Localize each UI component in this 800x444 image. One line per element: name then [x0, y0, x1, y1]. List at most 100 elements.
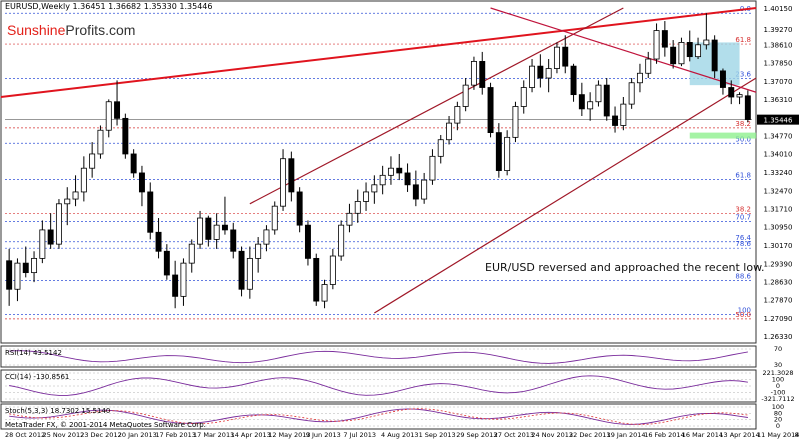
candle — [379, 174, 386, 186]
brand-part1: Sunshine — [7, 22, 66, 38]
candle — [620, 103, 627, 126]
candle — [188, 243, 195, 264]
candle — [653, 30, 660, 60]
candle — [387, 167, 394, 176]
candle — [728, 87, 735, 98]
x-tick-label: 17 Mar 2013 — [193, 431, 234, 439]
brand-logo: SunshineProfits.com — [7, 22, 135, 38]
fib-label: 76.4 — [735, 234, 751, 242]
candle — [744, 95, 751, 120]
x-tick-label: 16 Feb 2014 — [644, 431, 684, 439]
x-tick-label: 25 Nov 2012 — [43, 431, 85, 439]
indicator-tick-label: 100 — [772, 403, 784, 411]
price-tick-label: 1.38610 — [764, 42, 793, 50]
candle — [72, 191, 79, 200]
candle — [736, 94, 743, 98]
x-tick-label: 23 Dec 2012 — [80, 431, 122, 439]
candle — [412, 184, 419, 200]
channel-lower-line — [374, 77, 757, 314]
x-tick-label: 13 Apr 2014 — [719, 431, 759, 439]
candle — [271, 205, 278, 231]
candle — [595, 84, 602, 103]
candle — [138, 172, 145, 193]
candle — [695, 44, 702, 58]
rsi-label: RSI(14) 43.5142 — [5, 349, 62, 357]
x-tick-label: 22 Dec 2013 — [569, 431, 611, 439]
candle — [612, 115, 619, 126]
x-tick-label: 17 Feb 2013 — [155, 431, 195, 439]
indicator-tick-label: 20 — [774, 416, 782, 424]
channel-lower-upper-line — [490, 7, 757, 93]
indicator-tick-label: -321.7112 — [761, 395, 794, 403]
candle — [55, 203, 62, 245]
candle — [421, 179, 428, 200]
indicator-tick-label: 30 — [774, 361, 782, 369]
indicator-line — [9, 408, 748, 425]
x-tick-label: 9 Jun 2013 — [306, 431, 341, 439]
x-tick-label: 14 Apr 2013 — [231, 431, 271, 439]
candle — [205, 217, 212, 240]
candle — [280, 158, 287, 207]
candle — [338, 224, 345, 257]
candle — [570, 65, 577, 96]
candle — [114, 101, 121, 119]
price-tick-label: 1.40150 — [764, 5, 793, 13]
candle — [529, 65, 536, 88]
candle — [255, 243, 262, 259]
stoch-signal-line — [9, 408, 748, 425]
candle — [470, 61, 477, 86]
candle — [462, 84, 469, 107]
candle — [429, 155, 436, 181]
fib-label: 23.6 — [735, 70, 751, 78]
fib-label: 70.7 — [735, 214, 751, 222]
fib-label: 50.0 — [735, 311, 751, 319]
current-price-box — [757, 114, 799, 125]
candle — [479, 61, 486, 88]
candle — [686, 42, 693, 58]
price-tick-label: 1.34770 — [764, 133, 793, 141]
channel-upper-line — [249, 7, 624, 205]
candle — [80, 167, 87, 193]
candle — [304, 224, 311, 259]
candle — [354, 201, 361, 214]
price-tick-label: 1.33240 — [764, 169, 793, 177]
candle — [263, 229, 270, 245]
fib-label: 100 — [738, 307, 751, 315]
candle — [180, 262, 187, 297]
candle — [105, 101, 112, 131]
candle — [537, 65, 544, 79]
candle — [636, 72, 643, 84]
candle — [645, 58, 652, 74]
indicator-line — [9, 350, 748, 364]
price-tick-label: 1.30950 — [764, 223, 793, 231]
candle — [197, 217, 204, 245]
candle — [22, 262, 29, 274]
candle — [39, 229, 46, 259]
candle — [562, 46, 569, 67]
candle — [628, 82, 635, 105]
fib-label: 61.8 — [735, 36, 751, 44]
candle — [321, 284, 328, 302]
indicator-tick-label: -100 — [771, 389, 786, 397]
fib-label: 88.6 — [735, 272, 751, 280]
x-tick-label: 4 Aug 2013 — [381, 431, 419, 439]
candle — [238, 250, 245, 290]
candle — [147, 191, 154, 233]
candle — [155, 231, 162, 252]
candle — [329, 255, 336, 285]
candle — [363, 191, 370, 202]
candle — [130, 153, 137, 174]
price-tick-label: 1.34010 — [764, 151, 793, 159]
indicator-tick-label: 0 — [776, 422, 780, 430]
candle — [346, 212, 353, 226]
price-tick-label: 1.30170 — [764, 242, 793, 250]
fib-label: 50.0 — [735, 135, 751, 143]
candle — [719, 70, 726, 88]
x-tick-label: 1 Sep 2013 — [419, 431, 456, 439]
price-tick-label: 1.31710 — [764, 205, 793, 213]
candle — [47, 229, 54, 245]
candle — [371, 184, 378, 193]
price-tick-label: 1.37070 — [764, 78, 793, 86]
